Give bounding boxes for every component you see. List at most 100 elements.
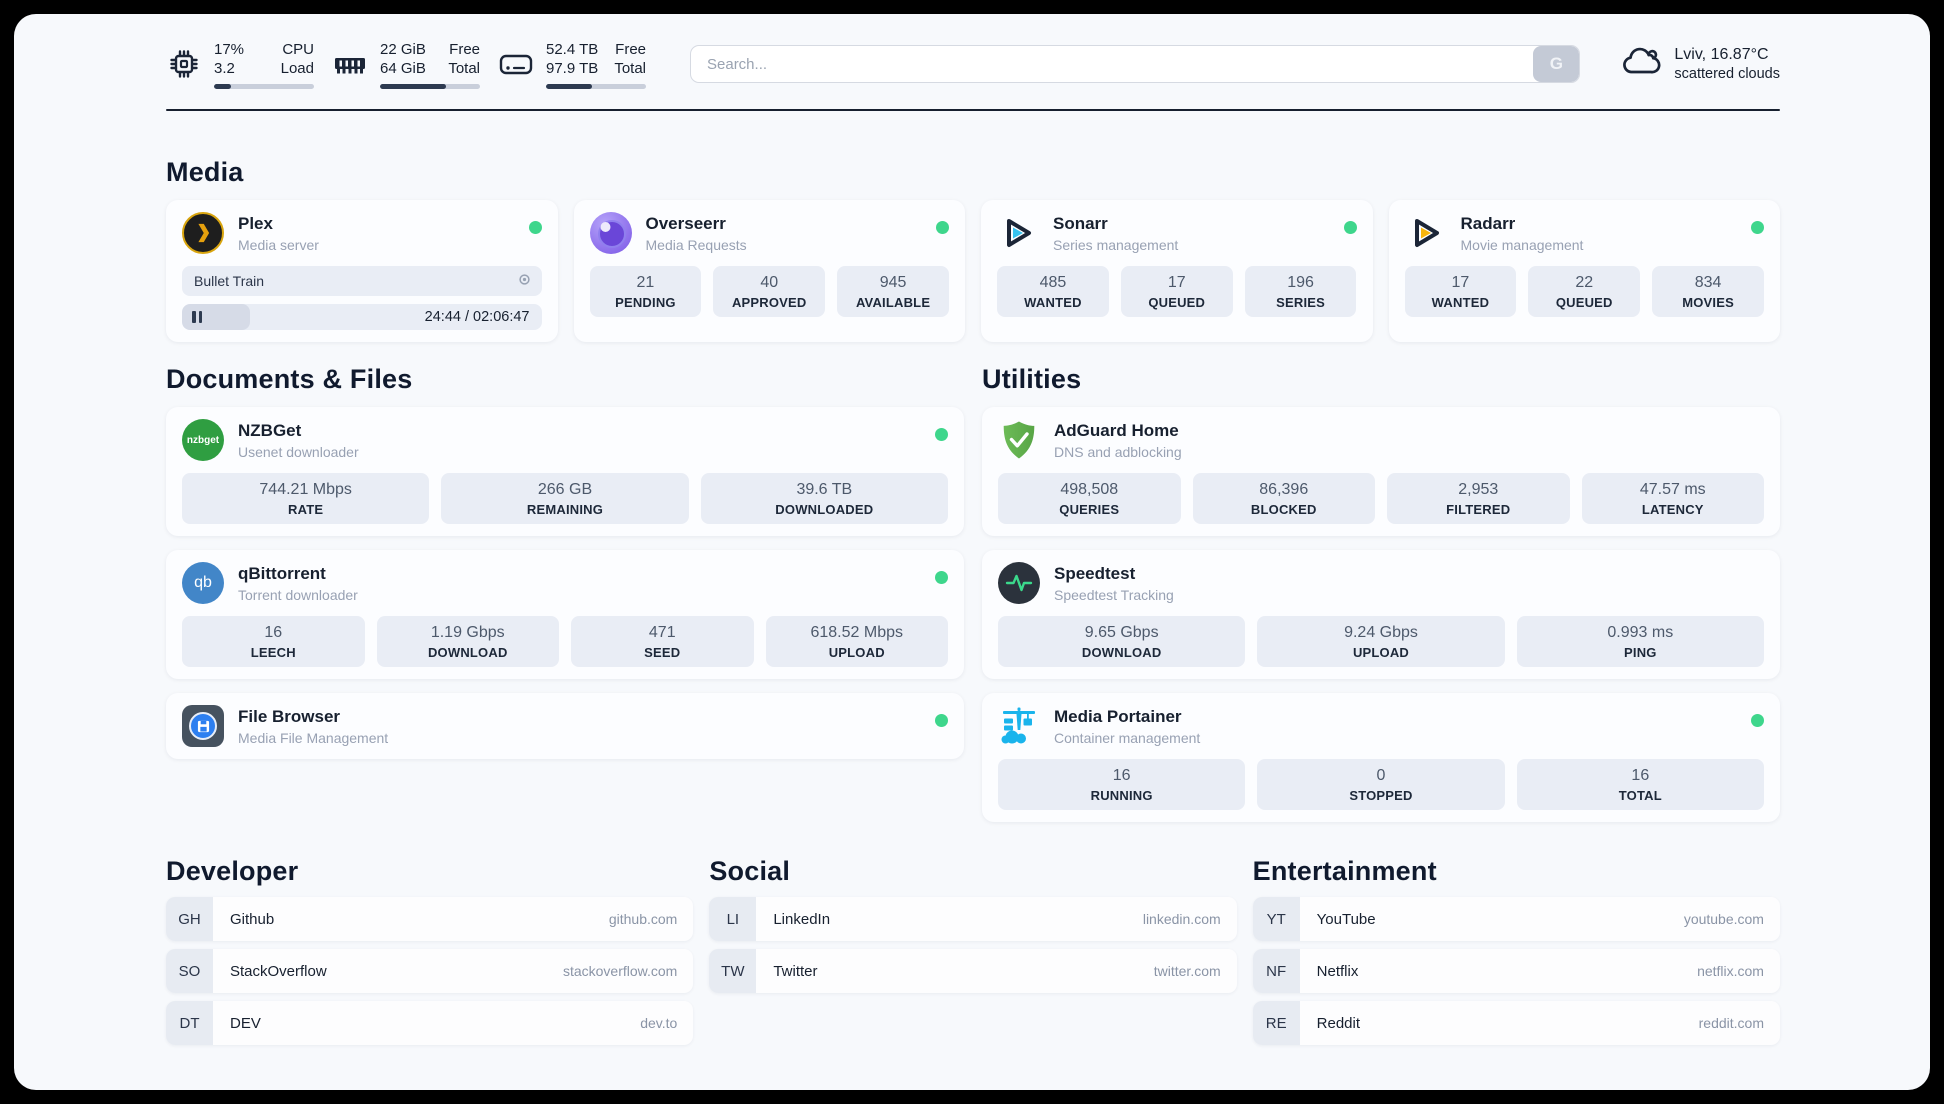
bookmark-name: Netflix xyxy=(1316,962,1359,980)
stat-label: AVAILABLE xyxy=(855,295,931,310)
cpu-usage-widget: 17% 3.2 CPU Load xyxy=(166,40,314,89)
cpu-progress-bar xyxy=(214,83,314,89)
app-description: Speedtest Tracking xyxy=(1054,587,1174,603)
bookmark-reddit[interactable]: RE Reddit reddit.com xyxy=(1252,1001,1780,1045)
status-dot xyxy=(1751,221,1764,234)
bookmark-linkedin[interactable]: LI LinkedIn linkedin.com xyxy=(709,897,1237,941)
stat-value: 39.6 TB xyxy=(796,481,853,498)
bookmark-url: netflix.com xyxy=(1697,963,1764,979)
bookmark-name: Reddit xyxy=(1316,1014,1361,1032)
pause-icon[interactable] xyxy=(192,311,202,323)
stat-label: WANTED xyxy=(1431,295,1490,310)
app-name: Sonarr xyxy=(1053,214,1108,233)
search-engine-button[interactable]: G xyxy=(1533,46,1580,82)
cloud-icon xyxy=(1618,43,1662,86)
bookmark-github[interactable]: GH Github github.com xyxy=(166,897,694,941)
app-card-radarr[interactable]: Radarr Movie management 17 WANTED 22 QUEUE… xyxy=(1388,200,1780,342)
status-dot xyxy=(528,221,542,234)
ram-total: 64 GiB xyxy=(380,59,426,77)
stat-value: 17 xyxy=(1451,274,1470,291)
stat-box: 744.21 Mbps RATE xyxy=(182,473,430,524)
bookmark-netflix[interactable]: NF Netflix netflix.com xyxy=(1252,949,1780,993)
stat-box: 21 PENDING xyxy=(589,266,702,317)
app-name: Plex xyxy=(238,214,273,233)
app-card-overseerr[interactable]: Overseerr Media Requests 21 PENDING 40 APP… xyxy=(573,200,965,342)
app-card-speedtest[interactable]: Speedtest Speedtest Tracking 9.65 Gbps DO… xyxy=(982,550,1780,679)
stat-label: LEECH xyxy=(250,645,296,660)
stat-box: 618.52 Mbps UPLOAD xyxy=(765,616,948,667)
section-title-media: Media xyxy=(166,157,244,187)
stat-label: RUNNING xyxy=(1090,788,1153,803)
status-dot xyxy=(935,428,948,441)
app-description: Movie management xyxy=(1460,237,1584,253)
app-card-portainer[interactable]: Media Portainer Container management 16 R… xyxy=(982,693,1780,822)
adguard-icon xyxy=(998,419,1040,461)
stat-box: 17 QUEUED xyxy=(1120,266,1233,317)
stat-label: UPLOAD xyxy=(828,645,885,660)
bookmark-dev[interactable]: DT DEV dev.to xyxy=(166,1001,694,1045)
bookmark-url: youtube.com xyxy=(1683,911,1764,927)
stat-value: 40 xyxy=(760,274,779,291)
nzbget-icon-text: nzbget xyxy=(186,434,220,446)
stat-value: 485 xyxy=(1039,274,1067,291)
stat-box: 0 STOPPED xyxy=(1257,759,1505,810)
stat-value: 0 xyxy=(1376,767,1386,784)
stat-value: 618.52 Mbps xyxy=(810,624,903,641)
stat-box: 9.24 Gbps UPLOAD xyxy=(1257,616,1505,667)
stat-label: BLOCKED xyxy=(1250,502,1317,517)
weather-location-temp: Lviv, 16.87°C xyxy=(1674,46,1769,63)
app-description: Media Requests xyxy=(645,237,747,253)
bookmark-name: YouTube xyxy=(1316,910,1376,928)
app-description: DNS and adblocking xyxy=(1054,444,1182,460)
cpu-chip-icon xyxy=(166,47,202,81)
stat-box: 196 SERIES xyxy=(1244,266,1357,317)
disk-usage-widget: 52.4 TB 97.9 TB Free Total xyxy=(498,40,646,89)
ram-icon xyxy=(332,47,368,81)
app-card-adguard[interactable]: AdGuard Home DNS and adblocking 498,508 Q… xyxy=(982,407,1780,536)
stat-value: 16 xyxy=(264,624,283,641)
qbittorrent-icon-text: qb xyxy=(194,574,212,591)
now-playing-settings-icon[interactable] xyxy=(517,272,532,290)
stat-label: PING xyxy=(1624,645,1657,660)
now-playing-title: Bullet Train xyxy=(194,273,265,289)
app-card-qbittorrent[interactable]: qb qBittorrent Torrent downloader 16 LEEC… xyxy=(166,550,964,679)
app-name: Media Portainer xyxy=(1054,707,1182,726)
app-card-plex[interactable]: Plex Media server Bullet Train 24:44 / 0… xyxy=(166,200,558,342)
app-description: Media server xyxy=(238,237,319,253)
bookmark-url: dev.to xyxy=(640,1015,678,1031)
bookmark-stackoverflow[interactable]: SO StackOverflow stackoverflow.com xyxy=(166,949,694,993)
bookmark-abbr: GH xyxy=(166,897,213,941)
stat-box: 266 GB REMAINING xyxy=(441,473,689,524)
stat-label: WANTED xyxy=(1024,295,1082,310)
cpu-progress-fill xyxy=(214,83,231,89)
app-card-filebrowser[interactable]: File Browser Media File Management xyxy=(166,693,964,759)
section-title-social: Social xyxy=(709,856,791,886)
hard-drive-icon xyxy=(498,47,534,81)
stat-box: 1.19 Gbps DOWNLOAD xyxy=(376,616,559,667)
section-title-entertainment: Entertainment xyxy=(1252,856,1437,886)
section-title-developer: Developer xyxy=(166,856,299,886)
search-input[interactable] xyxy=(691,46,1534,82)
stat-box: 86,396 BLOCKED xyxy=(1192,473,1375,524)
top-bar: 17% 3.2 CPU Load 22 GiB 64 GiB Free Total xyxy=(166,32,1780,96)
dashboard-panel: 17% 3.2 CPU Load 22 GiB 64 GiB Free Total xyxy=(14,14,1930,1090)
stat-value: 266 GB xyxy=(537,481,593,498)
media-cards-row: Plex Media server Bullet Train 24:44 / 0… xyxy=(166,200,1780,342)
stat-value: 16 xyxy=(1112,767,1131,784)
stat-label: APPROVED xyxy=(731,295,807,310)
stat-value: 22 xyxy=(1575,274,1594,291)
app-card-sonarr[interactable]: Sonarr Series management 485 WANTED 17 QUE… xyxy=(981,200,1373,342)
overseerr-icon xyxy=(589,212,632,254)
documents-column: Documents & Files nzbget NZBGet Usenet d… xyxy=(166,364,964,822)
bookmark-youtube[interactable]: YT YouTube youtube.com xyxy=(1252,897,1780,941)
stat-label: DOWNLOAD xyxy=(427,645,508,660)
cpu-label-1: CPU xyxy=(282,40,314,58)
stat-value: 196 xyxy=(1287,274,1314,291)
app-card-nzbget[interactable]: nzbget NZBGet Usenet downloader 744.21 M… xyxy=(166,407,964,536)
disk-label-2: Total xyxy=(614,59,646,77)
bookmark-abbr: YT xyxy=(1252,897,1300,941)
cpu-percent: 17% xyxy=(214,40,245,58)
bookmark-twitter[interactable]: TW Twitter twitter.com xyxy=(709,949,1237,993)
stat-label: DOWNLOAD xyxy=(1081,645,1162,660)
ram-progress-bar xyxy=(380,83,480,89)
